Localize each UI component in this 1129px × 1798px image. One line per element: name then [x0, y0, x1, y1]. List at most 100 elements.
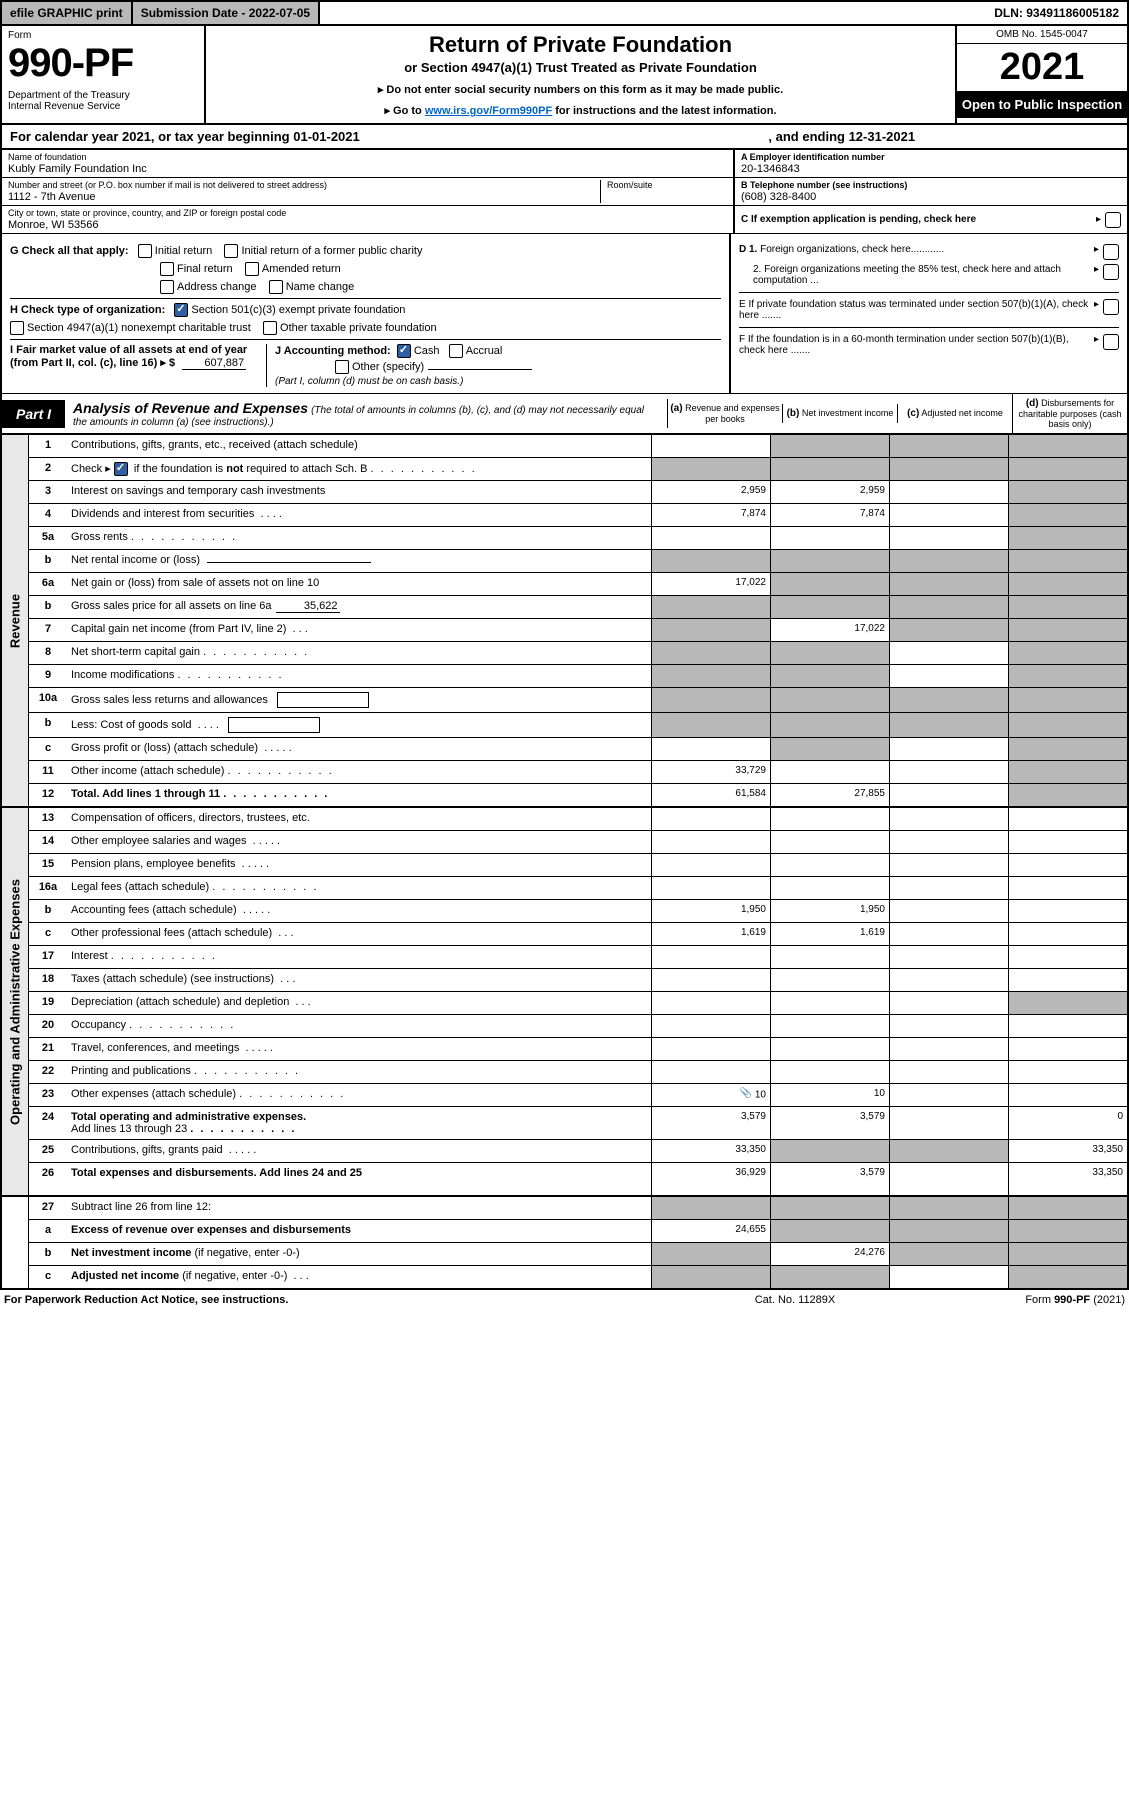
row-11: 11Other income (attach schedule) 33,729: [29, 761, 1127, 784]
submission-date-label: Submission Date - 2022-07-05: [133, 2, 320, 24]
foundation-name: Kubly Family Foundation Inc: [8, 163, 727, 175]
col-a-header: (a) Revenue and expenses per books: [667, 399, 782, 428]
g-final-return-checkbox[interactable]: [160, 262, 174, 276]
form-title-block: Return of Private Foundation or Section …: [206, 26, 955, 123]
irs-link[interactable]: www.irs.gov/Form990PF: [425, 105, 552, 117]
row-15: 15Pension plans, employee benefits . . .…: [29, 854, 1127, 877]
form-instruction-1: ▸ Do not enter social security numbers o…: [216, 83, 945, 96]
row-27b: bNet investment income (if negative, ent…: [29, 1243, 1127, 1266]
row-21: 21Travel, conferences, and meetings . . …: [29, 1038, 1127, 1061]
g-initial-former-checkbox[interactable]: [224, 244, 238, 258]
d1-line: D 1. D 1. Foreign organizations, check h…: [739, 244, 1119, 260]
row-16b: bAccounting fees (attach schedule) . . .…: [29, 900, 1127, 923]
page-footer: For Paperwork Reduction Act Notice, see …: [0, 1290, 1129, 1310]
efile-print-button[interactable]: efile GRAPHIC print: [2, 2, 133, 24]
city-label: City or town, state or province, country…: [8, 208, 727, 218]
tax-year: 2021: [957, 44, 1127, 91]
e-checkbox[interactable]: [1103, 299, 1119, 315]
top-bar: efile GRAPHIC print Submission Date - 20…: [0, 0, 1129, 26]
address-label: Number and street (or P.O. box number if…: [8, 180, 600, 190]
row-18: 18Taxes (attach schedule) (see instructi…: [29, 969, 1127, 992]
row-26: 26Total expenses and disbursements. Add …: [29, 1163, 1127, 1195]
i-block: I Fair market value of all assets at end…: [10, 344, 267, 387]
row-1: 1Contributions, gifts, grants, etc., rec…: [29, 435, 1127, 458]
row-12: 12Total. Add lines 1 through 11 61,58427…: [29, 784, 1127, 806]
row-19: 19Depreciation (attach schedule) and dep…: [29, 992, 1127, 1015]
dln-label: DLN: 93491186005182: [986, 2, 1127, 24]
attachment-icon[interactable]: 📎: [738, 1088, 752, 1102]
room-label: Room/suite: [607, 180, 727, 190]
department-label: Department of the Treasury Internal Reve…: [8, 90, 198, 112]
phone-value: (608) 328-8400: [741, 191, 1121, 203]
row-24: 24Total operating and administrative exp…: [29, 1107, 1127, 1140]
row-25: 25Contributions, gifts, grants paid . . …: [29, 1140, 1127, 1163]
section-g-h-i-j: G Check all that apply: Initial return I…: [0, 234, 1129, 394]
col-c-header: (c) Adjusted net income: [897, 404, 1012, 423]
row-10a: 10aGross sales less returns and allowanc…: [29, 688, 1127, 713]
form-instruction-2: ▸ Go to www.irs.gov/Form990PF for instru…: [216, 104, 945, 117]
row-10b: bLess: Cost of goods sold . . . .: [29, 713, 1127, 738]
form-header: Form 990-PF Department of the Treasury I…: [0, 26, 1129, 125]
row-4: 4Dividends and interest from securities …: [29, 504, 1127, 527]
j-cash-checkbox[interactable]: [397, 344, 411, 358]
row-6b: bGross sales price for all assets on lin…: [29, 596, 1127, 619]
c-checkbox[interactable]: [1105, 212, 1121, 228]
i-value: 607,887: [182, 357, 246, 370]
f-checkbox[interactable]: [1103, 334, 1119, 350]
row-22: 22Printing and publications: [29, 1061, 1127, 1084]
row-20: 20Occupancy: [29, 1015, 1127, 1038]
ein-label: A Employer identification number: [741, 152, 1121, 162]
f-line: F If the foundation is in a 60-month ter…: [739, 327, 1119, 356]
g-initial-return-checkbox[interactable]: [138, 244, 152, 258]
schb-checkbox[interactable]: [114, 462, 128, 476]
revenue-grid: Revenue 1Contributions, gifts, grants, e…: [0, 435, 1129, 808]
expenses-side-label: Operating and Administrative Expenses: [2, 808, 29, 1195]
name-label: Name of foundation: [8, 152, 727, 162]
row-14: 14Other employee salaries and wages . . …: [29, 831, 1127, 854]
form-number-block: Form 990-PF Department of the Treasury I…: [2, 26, 206, 123]
expenses-grid: Operating and Administrative Expenses 13…: [0, 808, 1129, 1197]
d2-checkbox[interactable]: [1103, 264, 1119, 280]
form-ref: Form 990-PF (2021): [905, 1294, 1125, 1306]
form-year-block: OMB No. 1545-0047 2021 Open to Public In…: [955, 26, 1127, 123]
col-d-header: (d) Disbursements for charitable purpose…: [1012, 394, 1127, 433]
row-9: 9Income modifications: [29, 665, 1127, 688]
j-block: J Accounting method: Cash Accrual Other …: [267, 344, 721, 387]
ein-value: 20-1346843: [741, 163, 1121, 175]
form-word: Form: [8, 30, 198, 41]
cat-no: Cat. No. 11289X: [685, 1294, 905, 1306]
h-4947-checkbox[interactable]: [10, 321, 24, 335]
row-5a: 5aGross rents: [29, 527, 1127, 550]
part-1-tag: Part I: [2, 400, 65, 428]
row-3: 3Interest on savings and temporary cash …: [29, 481, 1127, 504]
row-13: 13Compensation of officers, directors, t…: [29, 808, 1127, 831]
revenue-side-label: Revenue: [2, 435, 29, 806]
g-label: G Check all that apply: Initial return I…: [10, 244, 721, 258]
d1-checkbox[interactable]: [1103, 244, 1119, 260]
open-to-public: Open to Public Inspection: [957, 91, 1127, 118]
e-line: E If private foundation status was termi…: [739, 292, 1119, 321]
j-note: (Part I, column (d) must be on cash basi…: [275, 376, 721, 387]
row-2: 2Check ▸ if the foundation is not requir…: [29, 458, 1127, 481]
h-other-taxable-checkbox[interactable]: [263, 321, 277, 335]
row-23: 23Other expenses (attach schedule) 📎 101…: [29, 1084, 1127, 1107]
form-title: Return of Private Foundation: [216, 32, 945, 58]
form-subtitle: or Section 4947(a)(1) Trust Treated as P…: [216, 60, 945, 75]
col-b-header: (b) Net investment income: [782, 404, 897, 423]
row-16a: 16aLegal fees (attach schedule): [29, 877, 1127, 900]
row-17: 17Interest: [29, 946, 1127, 969]
line-27-grid: 27Subtract line 26 from line 12: aExcess…: [0, 1197, 1129, 1290]
row-6a: 6aNet gain or (loss) from sale of assets…: [29, 573, 1127, 596]
j-accrual-checkbox[interactable]: [449, 344, 463, 358]
j-other-checkbox[interactable]: [335, 360, 349, 374]
d2-line: 2. Foreign organizations meeting the 85%…: [739, 264, 1119, 286]
address-value: 1112 - 7th Avenue: [8, 191, 600, 203]
g-name-change-checkbox[interactable]: [269, 280, 283, 294]
g-amended-return-checkbox[interactable]: [245, 262, 259, 276]
form-number: 990-PF: [8, 41, 198, 86]
g-address-change-checkbox[interactable]: [160, 280, 174, 294]
calendar-year-line: For calendar year 2021, or tax year begi…: [0, 125, 1129, 150]
row-27: 27Subtract line 26 from line 12:: [29, 1197, 1127, 1220]
h-501c3-checkbox[interactable]: [174, 303, 188, 317]
row-8: 8Net short-term capital gain: [29, 642, 1127, 665]
